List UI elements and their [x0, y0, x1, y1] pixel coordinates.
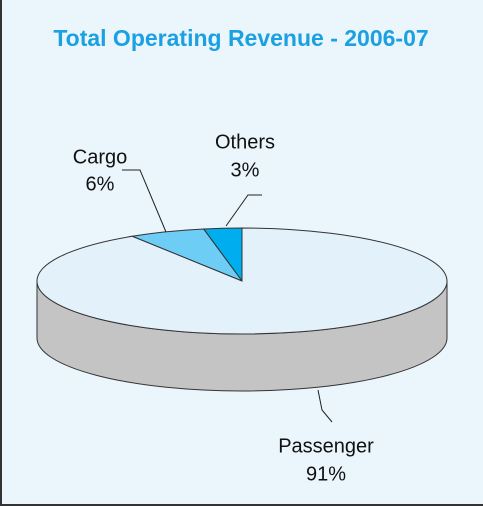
leader-line — [225, 194, 262, 227]
slice-value-label: 6% — [86, 173, 115, 195]
slice-label: Others — [215, 131, 275, 153]
slice-value-label: 91% — [306, 463, 346, 485]
slice — [36, 227, 448, 335]
slice-label: Passenger — [278, 435, 374, 457]
leader-line — [317, 389, 333, 423]
slice-label: Cargo — [73, 146, 127, 168]
pie — [36, 227, 448, 392]
chart-title: Total Operating Revenue - 2006-07 — [53, 25, 428, 51]
leader-line — [122, 169, 167, 233]
slice-value-label: 3% — [231, 159, 260, 181]
